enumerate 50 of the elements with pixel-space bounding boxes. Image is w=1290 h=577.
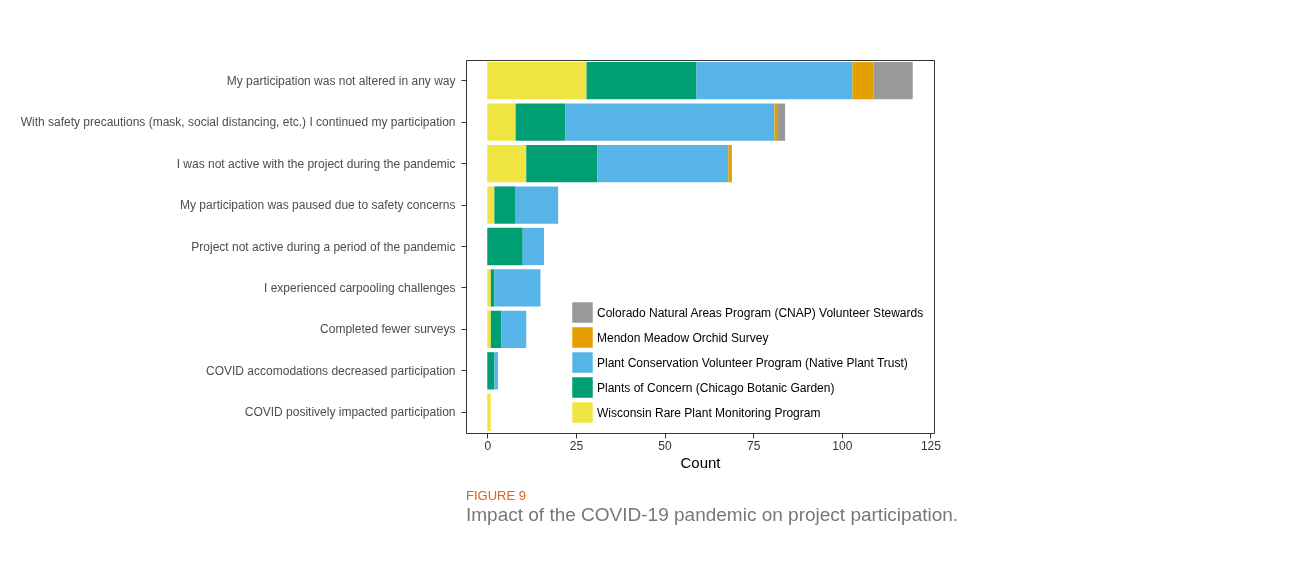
bar [778,103,786,141]
bar [487,62,587,100]
bar [565,103,775,141]
bar [526,144,598,183]
bar [774,103,778,141]
bar [728,144,732,183]
y-tick-label: COVID accomodations decreased participation [206,363,456,378]
legend-label: Mendon Meadow Orchid Survey [597,330,769,345]
y-tick-label: COVID positively impacted participation [244,405,456,420]
text: FIGURE 9 [466,488,526,503]
bar [494,186,516,224]
x-tick-label: 75 [747,438,761,453]
bar [490,310,502,349]
x-axis-title: Count [680,453,722,471]
x-tick-label: 0 [484,438,492,453]
y-tick-label: I experienced carpooling challenges [264,280,456,295]
x-tick-label: 125 [920,438,942,453]
bar [487,310,491,349]
x-tick-label: 100 [832,438,853,453]
bar [494,352,498,390]
x-tick-label: 25 [569,438,584,453]
bar [515,103,566,141]
bar [487,393,491,431]
y-tick-label: My participation was not altered in any way [226,73,456,88]
legend-label: Plants of Concern (Chicago Botanic Garden) [597,380,835,395]
text: Impact of the COVID-19 pandemic on project participation. [466,504,959,525]
bar [487,144,527,183]
bar [487,227,523,266]
x-tick-label: 50 [658,438,673,453]
bar [515,186,559,224]
bar [487,352,495,390]
bar [852,62,874,100]
y-tick-label: My participation was paused due to safety concerns [180,198,456,213]
bar [873,62,913,100]
bar [487,186,495,224]
bar [487,103,516,141]
bar [501,310,527,349]
legend-label: Colorado Natural Areas Program (CNAP) Volunteer Stewards [597,305,924,320]
bar [494,269,541,307]
bar [586,62,697,100]
y-tick-label: Project not active during a period of the pandemic [191,239,456,254]
legend-label: Plant Conservation Volunteer Program (Native Plant Trust) [597,355,908,370]
y-tick-label: With safety precautions (mask, social distancing, etc.) I continued my participation [20,115,456,130]
legend-label: Wisconsin Rare Plant Monitoring Program [597,405,821,420]
bar [696,62,853,100]
bar [522,227,544,266]
y-tick-label: I was not active with the project during the pandemic [176,156,456,171]
y-tick-label: Completed fewer surveys [320,322,456,337]
bar [597,144,729,183]
bar [487,269,491,307]
